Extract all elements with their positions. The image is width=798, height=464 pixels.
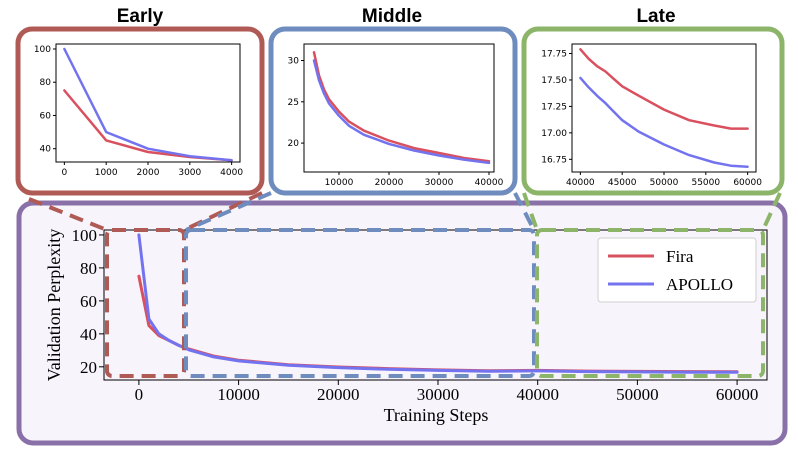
main-y-tick-label: 20 xyxy=(80,358,97,377)
main-x-tick-label: 60000 xyxy=(716,385,759,404)
main-panel-frame xyxy=(16,200,788,446)
early-x-tick-label: 4000 xyxy=(220,168,243,178)
late-plot-background xyxy=(572,44,756,172)
early-y-tick-label: 100 xyxy=(34,45,51,55)
middle-connector-right xyxy=(513,192,536,231)
legend-apollo-label: APOLLO xyxy=(666,275,733,294)
early-connector-right xyxy=(183,191,263,232)
main-y-tick-label: 60 xyxy=(80,292,97,311)
late-zoom-region xyxy=(535,228,765,378)
middle-x-tick-label: 20000 xyxy=(375,178,404,188)
legend-box xyxy=(597,237,757,303)
early-x-tick-label: 2000 xyxy=(137,168,160,178)
main-x-tick-label: 40000 xyxy=(516,385,559,404)
main-y-tick-label: 100 xyxy=(72,226,98,245)
late-x-tick-label: 60000 xyxy=(733,178,762,188)
late-plot: 40000 45000 50000 55000 60000 16.75 17.00 17.25… xyxy=(541,43,762,188)
late-x-tick-label: 50000 xyxy=(650,178,679,188)
early-y-tick-label: 80 xyxy=(40,78,52,88)
late-y-tick-label: 17.25 xyxy=(541,102,567,112)
late-series-apollo-line xyxy=(579,76,749,168)
late-y-tick-label: 17.75 xyxy=(541,50,567,60)
early-y-tick-label: 60 xyxy=(40,111,52,121)
early-plot-background xyxy=(56,44,240,162)
late-connector-right xyxy=(761,192,782,231)
early-panel-title: Early xyxy=(117,6,164,27)
early-connector-left xyxy=(28,197,108,232)
late-y-tick-label: 17.50 xyxy=(541,76,567,86)
middle-panel-title: Middle xyxy=(362,6,422,27)
early-plot: 0 1000 2000 3000 4000 40 60 80 100 xyxy=(34,43,243,178)
late-series-fira-line xyxy=(579,48,749,130)
late-x-tick-label: 55000 xyxy=(691,178,720,188)
early-y-tick-label: 40 xyxy=(40,145,52,155)
middle-plot: 10000 20000 30000 40000 20 25 30 xyxy=(288,43,504,188)
main-series-apollo-line xyxy=(137,233,739,374)
middle-y-tick-label: 30 xyxy=(288,57,300,67)
main-y-tick-label: 80 xyxy=(80,259,97,278)
middle-y-tick-label: 20 xyxy=(288,139,300,149)
early-x-tick-label: 3000 xyxy=(178,168,201,178)
middle-x-tick-label: 30000 xyxy=(425,178,454,188)
early-x-tick-label: 1000 xyxy=(95,168,118,178)
middle-x-tick-label: 10000 xyxy=(325,178,354,188)
late-x-tick-label: 40000 xyxy=(566,178,595,188)
middle-zoom-region xyxy=(184,228,536,378)
zoom-indicators xyxy=(28,191,782,378)
main-x-tick-label: 0 xyxy=(135,385,144,404)
middle-x-tick-label: 40000 xyxy=(475,178,504,188)
middle-axes-frame xyxy=(303,43,495,173)
main-y-tick-label: 40 xyxy=(80,325,97,344)
late-y-tick-label: 17.00 xyxy=(541,129,567,139)
main-plot: 0 10000 20000 30000 40000 50000 60000 20 40 60 80 1… xyxy=(72,226,768,404)
main-x-tick-label: 50000 xyxy=(616,385,659,404)
middle-y-tick-label: 25 xyxy=(288,98,299,108)
late-x-tick-label: 45000 xyxy=(608,178,637,188)
x-axis-label: Training Steps xyxy=(384,405,489,425)
legend: Fira APOLLO xyxy=(597,237,757,303)
early-x-tick-label: 0 xyxy=(61,168,67,178)
middle-series-fira-line xyxy=(312,51,491,163)
late-y-tick-label: 16.75 xyxy=(541,155,567,165)
legend-fira-label: Fira xyxy=(666,247,694,266)
y-axis-label: Validation Perplexity xyxy=(44,229,64,381)
late-connector-left xyxy=(522,192,539,231)
middle-series-apollo-line xyxy=(312,59,491,165)
middle-connector-left xyxy=(185,191,272,232)
main-x-tick-label: 20000 xyxy=(317,385,360,404)
main-x-tick-label: 30000 xyxy=(417,385,460,404)
early-series-apollo-line xyxy=(63,47,233,162)
main-x-tick-label: 10000 xyxy=(217,385,260,404)
late-panel-title: Late xyxy=(636,6,675,27)
